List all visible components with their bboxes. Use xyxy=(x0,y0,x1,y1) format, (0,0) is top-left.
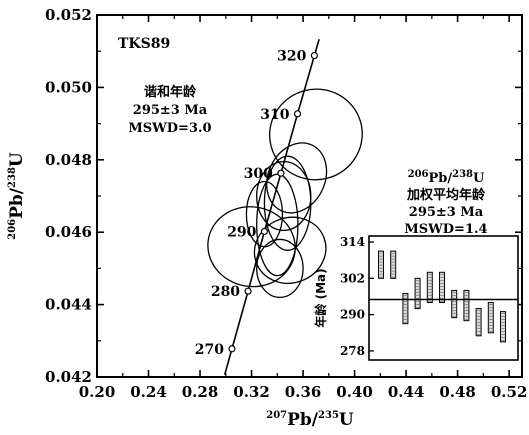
inset-error-bar xyxy=(402,292,409,325)
concordia-age-label: 280 xyxy=(211,284,240,300)
concordia-age-label: 270 xyxy=(195,342,224,358)
y-tick-label: 0.052 xyxy=(45,6,92,24)
error-ellipse xyxy=(207,206,296,288)
y-tick-label: 0.050 xyxy=(45,78,92,96)
inset-error-bar xyxy=(390,250,397,279)
concordia-curve xyxy=(223,39,320,375)
concordia-age-point xyxy=(244,287,252,295)
concordia-age-point xyxy=(310,51,318,60)
y-tick-label: 0.046 xyxy=(45,223,92,241)
weighted-mean-subtitle: 加权平均年龄 xyxy=(406,187,486,203)
concordia-age-point xyxy=(260,227,269,236)
inset-error-bar xyxy=(426,271,433,304)
inset-y-tick-label: 290 xyxy=(340,308,365,322)
x-tick-label: 0.36 xyxy=(285,383,322,401)
inset-y-tick-label: 302 xyxy=(340,271,365,285)
x-tick-label: 0.44 xyxy=(388,383,425,401)
concordia-age-marks: 270 280 290 300 310 320 xyxy=(195,49,318,358)
concordia-age-label: 310 xyxy=(260,107,289,123)
error-ellipse xyxy=(268,88,363,181)
inset-y-axis-title: 年龄 (Ma) xyxy=(313,268,328,327)
inset-error-bar xyxy=(378,250,384,279)
y-tick-label: 0.048 xyxy=(45,151,92,169)
inset-error-bar xyxy=(451,289,458,319)
concordia-age-label: 300 xyxy=(244,166,273,182)
x-tick-label: 0.48 xyxy=(439,383,476,401)
y-tick-label: 0.044 xyxy=(45,296,92,314)
inset-error-bar xyxy=(475,308,482,337)
inset-y-tick-label: 314 xyxy=(340,235,365,249)
inset-error-bar xyxy=(414,277,421,310)
x-tick-label: 0.52 xyxy=(491,383,528,401)
concordia-age-title: 谐和年龄 xyxy=(144,84,197,100)
weighted-mean-mswd: MSWD=1.4 xyxy=(404,222,487,237)
inset-chart: 年龄 (Ma) 278 290 302 314 xyxy=(313,235,519,361)
x-tick-label: 0.24 xyxy=(130,383,167,401)
weighted-mean-age: 295±3 Ma xyxy=(409,205,484,220)
concordia-age-point xyxy=(293,110,302,118)
error-ellipse xyxy=(256,173,299,277)
inset-error-bar xyxy=(500,311,506,343)
inset-y-ticks: 278 290 302 314 xyxy=(340,235,374,358)
weighted-mean-title: 206Pb/238U xyxy=(408,169,485,186)
concordia-age-point xyxy=(277,169,285,177)
concordia-mswd: MSWD=3.0 xyxy=(128,121,211,136)
concordia-age-label: 320 xyxy=(277,49,306,65)
y-tick-label: 0.042 xyxy=(45,368,92,386)
x-axis-title: 207Pb/235U xyxy=(266,410,354,430)
inset-bars xyxy=(378,250,506,343)
error-ellipse xyxy=(245,180,284,248)
concordia-age-label: 290 xyxy=(227,224,256,240)
inset-error-bar xyxy=(439,271,445,304)
x-tick-label: 0.40 xyxy=(336,383,373,401)
error-ellipse xyxy=(266,142,328,214)
inset-error-bar xyxy=(487,302,494,334)
y-axis-ticks: 0.042 0.044 0.046 0.048 0.050 0.052 xyxy=(45,6,522,386)
plot-content: 270 280 290 300 310 320 xyxy=(195,39,363,375)
x-tick-label: 0.20 xyxy=(79,383,116,401)
error-ellipse xyxy=(263,155,312,251)
x-axis-ticks: 0.20 0.24 0.28 0.32 0.36 0.40 0.44 0.48 0.52 xyxy=(79,15,528,401)
y-axis-title: 206Pb/238U xyxy=(7,152,27,240)
concordia-age-value: 295±3 Ma xyxy=(133,103,208,118)
inset-y-tick-label: 278 xyxy=(340,344,365,358)
x-tick-label: 0.32 xyxy=(233,383,270,401)
x-tick-label: 0.28 xyxy=(182,383,219,401)
error-ellipse xyxy=(256,238,304,299)
inset-error-bar xyxy=(463,289,470,322)
concordia-age-point xyxy=(228,345,236,353)
sample-name: TKS89 xyxy=(118,36,170,52)
